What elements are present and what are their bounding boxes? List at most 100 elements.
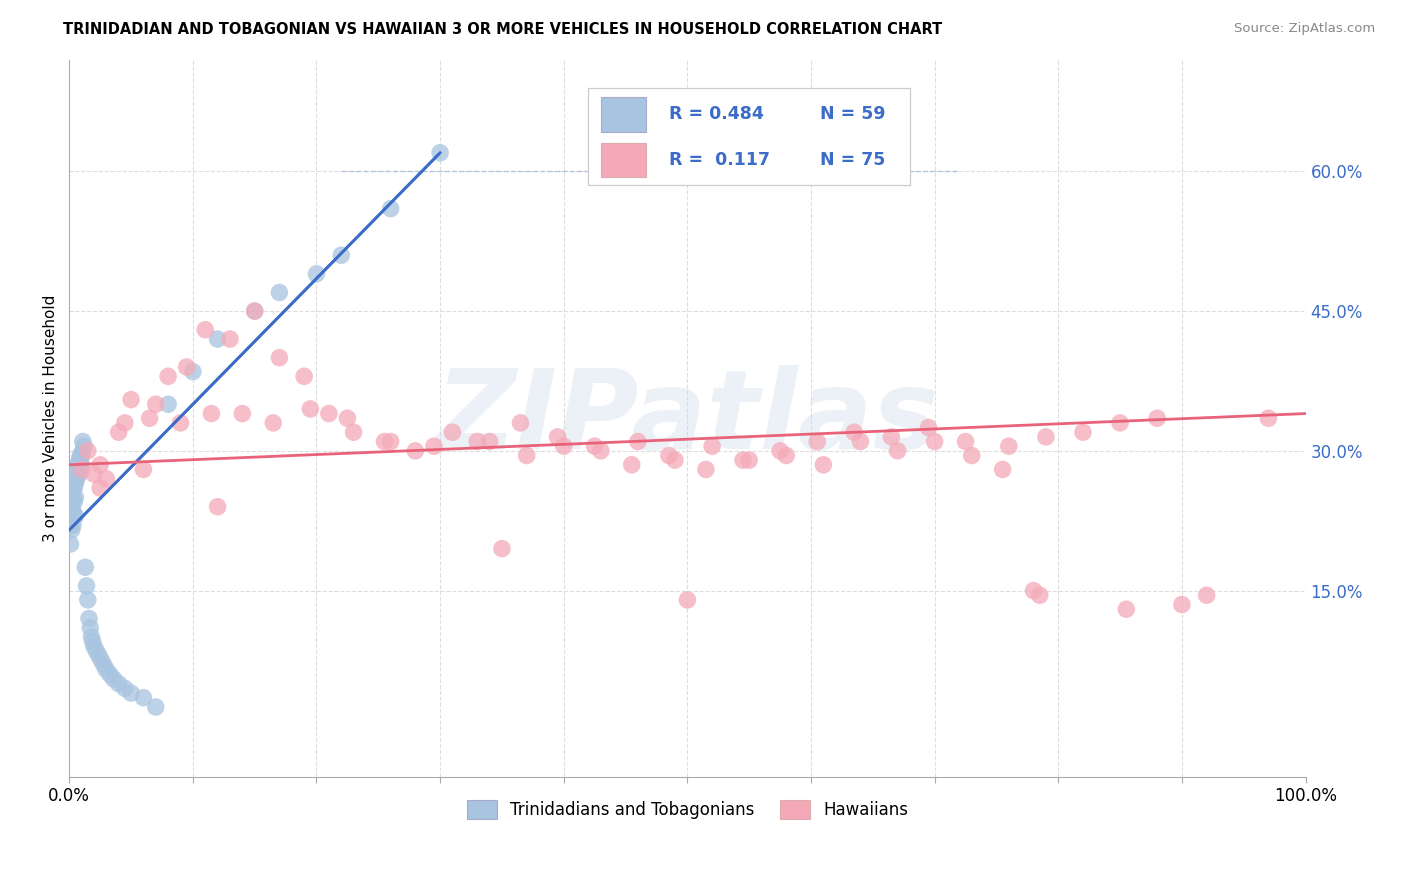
Point	[76, 579, 98, 593]
Point	[404, 443, 426, 458]
Point	[73, 439, 96, 453]
Point	[813, 458, 835, 472]
Point	[83, 640, 105, 654]
Point	[66, 462, 89, 476]
Point	[120, 686, 142, 700]
Point	[72, 434, 94, 449]
Point	[269, 351, 291, 365]
Point	[207, 332, 229, 346]
Point	[292, 369, 315, 384]
Text: Source: ZipAtlas.com: Source: ZipAtlas.com	[1234, 22, 1375, 36]
Point	[66, 467, 89, 482]
Point	[429, 145, 451, 160]
Point	[658, 449, 681, 463]
Point	[76, 443, 98, 458]
Point	[731, 453, 754, 467]
Y-axis label: 3 or more Vehicles in Household: 3 or more Vehicles in Household	[44, 294, 58, 542]
Point	[330, 248, 353, 262]
Point	[169, 416, 191, 430]
Point	[547, 430, 569, 444]
Point	[553, 439, 575, 453]
Text: ZIPatlas: ZIPatlas	[436, 365, 939, 472]
Point	[63, 481, 86, 495]
Point	[305, 267, 328, 281]
Point	[96, 663, 118, 677]
Point	[132, 690, 155, 705]
Point	[775, 449, 797, 463]
Legend: Trinidadians and Tobagonians, Hawaiians: Trinidadians and Tobagonians, Hawaiians	[460, 793, 914, 826]
Point	[769, 443, 792, 458]
Text: TRINIDADIAN AND TOBAGONIAN VS HAWAIIAN 3 OR MORE VEHICLES IN HOUSEHOLD CORRELATI: TRINIDADIAN AND TOBAGONIAN VS HAWAIIAN 3…	[63, 22, 942, 37]
Point	[849, 434, 872, 449]
Point	[157, 397, 180, 411]
Point	[176, 359, 198, 374]
Point	[738, 453, 761, 467]
Point	[1035, 430, 1057, 444]
Point	[65, 476, 87, 491]
Point	[998, 439, 1021, 453]
Point	[132, 462, 155, 476]
Point	[478, 434, 501, 449]
Point	[157, 369, 180, 384]
Point	[219, 332, 242, 346]
Point	[806, 434, 828, 449]
Point	[79, 621, 101, 635]
Point	[207, 500, 229, 514]
Point	[269, 285, 291, 300]
Point	[69, 449, 91, 463]
Point	[80, 630, 103, 644]
Point	[700, 439, 723, 453]
Point	[138, 411, 160, 425]
Point	[59, 537, 82, 551]
Point	[75, 560, 97, 574]
Point	[1071, 425, 1094, 440]
Point	[509, 416, 531, 430]
Point	[380, 434, 402, 449]
Point	[107, 425, 129, 440]
Point	[880, 430, 903, 444]
Point	[243, 304, 266, 318]
Point	[66, 458, 89, 472]
Point	[93, 658, 115, 673]
Point	[145, 397, 167, 411]
Point	[70, 462, 93, 476]
Point	[76, 593, 98, 607]
Point	[373, 434, 395, 449]
Point	[465, 434, 488, 449]
Point	[1257, 411, 1279, 425]
Point	[60, 491, 83, 505]
Point	[583, 439, 606, 453]
Point	[83, 467, 105, 482]
Point	[664, 453, 686, 467]
Point	[627, 434, 650, 449]
Point	[72, 443, 94, 458]
Point	[77, 611, 100, 625]
Point	[441, 425, 464, 440]
Point	[86, 644, 108, 658]
Point	[98, 667, 121, 681]
Point	[336, 411, 359, 425]
Point	[82, 635, 104, 649]
Point	[90, 653, 112, 667]
Point	[67, 453, 90, 467]
Point	[96, 472, 118, 486]
Point	[243, 304, 266, 318]
Point	[107, 676, 129, 690]
Point	[1195, 588, 1218, 602]
Point	[318, 407, 340, 421]
Point	[589, 443, 612, 458]
Point	[695, 462, 717, 476]
Point	[181, 365, 204, 379]
Point	[423, 439, 446, 453]
Point	[89, 481, 111, 495]
Point	[59, 509, 82, 524]
Point	[60, 523, 83, 537]
Point	[67, 467, 90, 482]
Point	[299, 401, 322, 416]
Point	[63, 495, 86, 509]
Point	[87, 648, 110, 663]
Point	[70, 449, 93, 463]
Point	[886, 443, 908, 458]
Point	[65, 509, 87, 524]
Point	[60, 481, 83, 495]
